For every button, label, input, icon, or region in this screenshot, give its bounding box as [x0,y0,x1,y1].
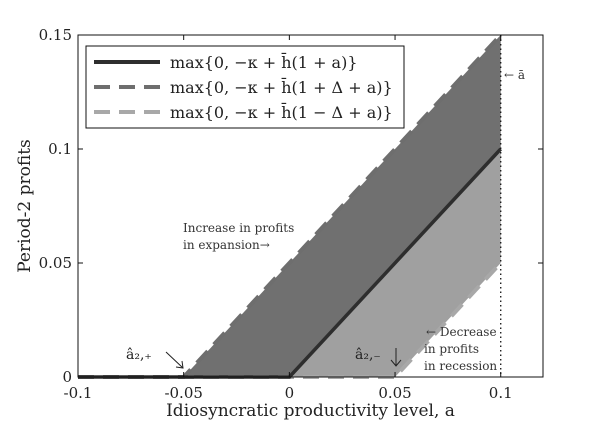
y-tick-label: 0.05 [39,254,72,272]
annotation-decrease-line: in recession [424,359,497,373]
legend-label-3: max{0, −κ + h̄(1 − Δ + a)} [170,101,393,122]
region-expansion [78,35,501,377]
legend-label-1: max{0, −κ + h̄(1 + a)} [170,51,358,72]
legend-label-2: max{0, −κ + h̄(1 + Δ + a)} [170,76,393,97]
x-tick-label: -0.05 [164,384,202,402]
annotation-a2-minus: â₂,₋ [355,347,381,363]
x-tick-label: 0 [285,384,295,402]
arrowhead-a2-minus [390,359,402,367]
arrow-a2-plus [165,351,184,369]
y-tick-label: 0.15 [39,26,72,44]
annotation-decrease-line: in profits [424,342,479,356]
x-tick-label: 0.1 [489,384,513,402]
shaded-regions [78,35,501,377]
x-axis-label: Idiosyncratic productivity level, a [166,401,455,421]
annotation-a2-plus: â₂,₊ [126,347,152,363]
region-recession [78,149,501,377]
axes-frame [77,34,544,378]
annotations: Increase in profits in expansion→ ← Decrea… [126,68,525,373]
plot-frame [77,34,544,378]
x-tick-label: -0.1 [64,384,93,402]
annotation-increase-line: Increase in profits [183,221,294,235]
axis-ticks: -0.1 -0.05 0 0.05 0.1 0 0.05 0.1 0.15 [39,26,543,402]
y-axis-label: Period-2 profits [15,139,35,273]
annotation-decrease-line: ← Decrease [426,325,497,339]
annotation-increase-line: in expansion→ [183,238,270,252]
arrowhead-a2-plus [175,360,184,369]
x-tick-label: 0.05 [378,384,411,402]
y-tick-label: 0 [62,368,72,386]
legend-box [85,45,405,129]
annotation-abar: ← ā [504,68,525,82]
legend: max{0, −κ + h̄(1 + a)} max{0, −κ + h̄(1 +… [85,45,405,129]
y-tick-label: 0.1 [48,140,72,158]
